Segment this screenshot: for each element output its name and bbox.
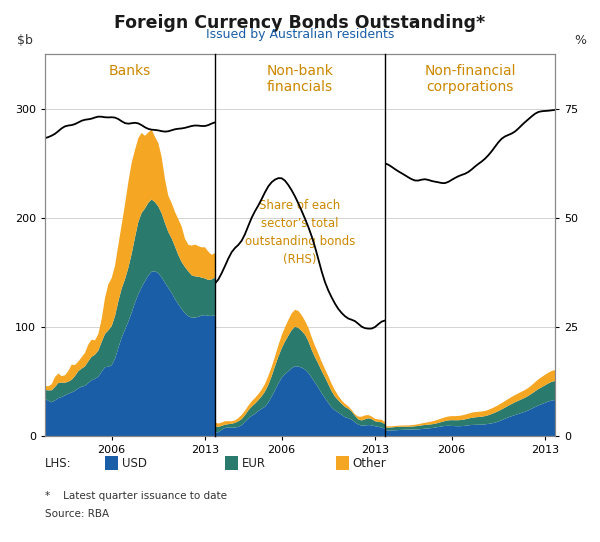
Text: EUR: EUR <box>242 457 266 470</box>
Text: USD: USD <box>122 457 147 470</box>
Text: Foreign Currency Bonds Outstanding*: Foreign Currency Bonds Outstanding* <box>115 14 485 31</box>
Y-axis label: $b: $b <box>17 34 32 47</box>
Y-axis label: %: % <box>575 34 587 47</box>
Text: Non-bank
financials: Non-bank financials <box>266 64 334 94</box>
Text: Share of each
sector’s total
outstanding bonds
(RHS): Share of each sector’s total outstanding… <box>245 199 355 267</box>
Text: Issued by Australian residents: Issued by Australian residents <box>206 28 394 41</box>
Text: LHS:: LHS: <box>45 457 71 470</box>
Text: Source: RBA: Source: RBA <box>45 509 109 519</box>
Text: Other: Other <box>353 457 386 470</box>
Text: Non-financial
corporations: Non-financial corporations <box>424 64 516 94</box>
Text: *    Latest quarter issuance to date: * Latest quarter issuance to date <box>45 491 227 500</box>
Text: Banks: Banks <box>109 64 151 78</box>
